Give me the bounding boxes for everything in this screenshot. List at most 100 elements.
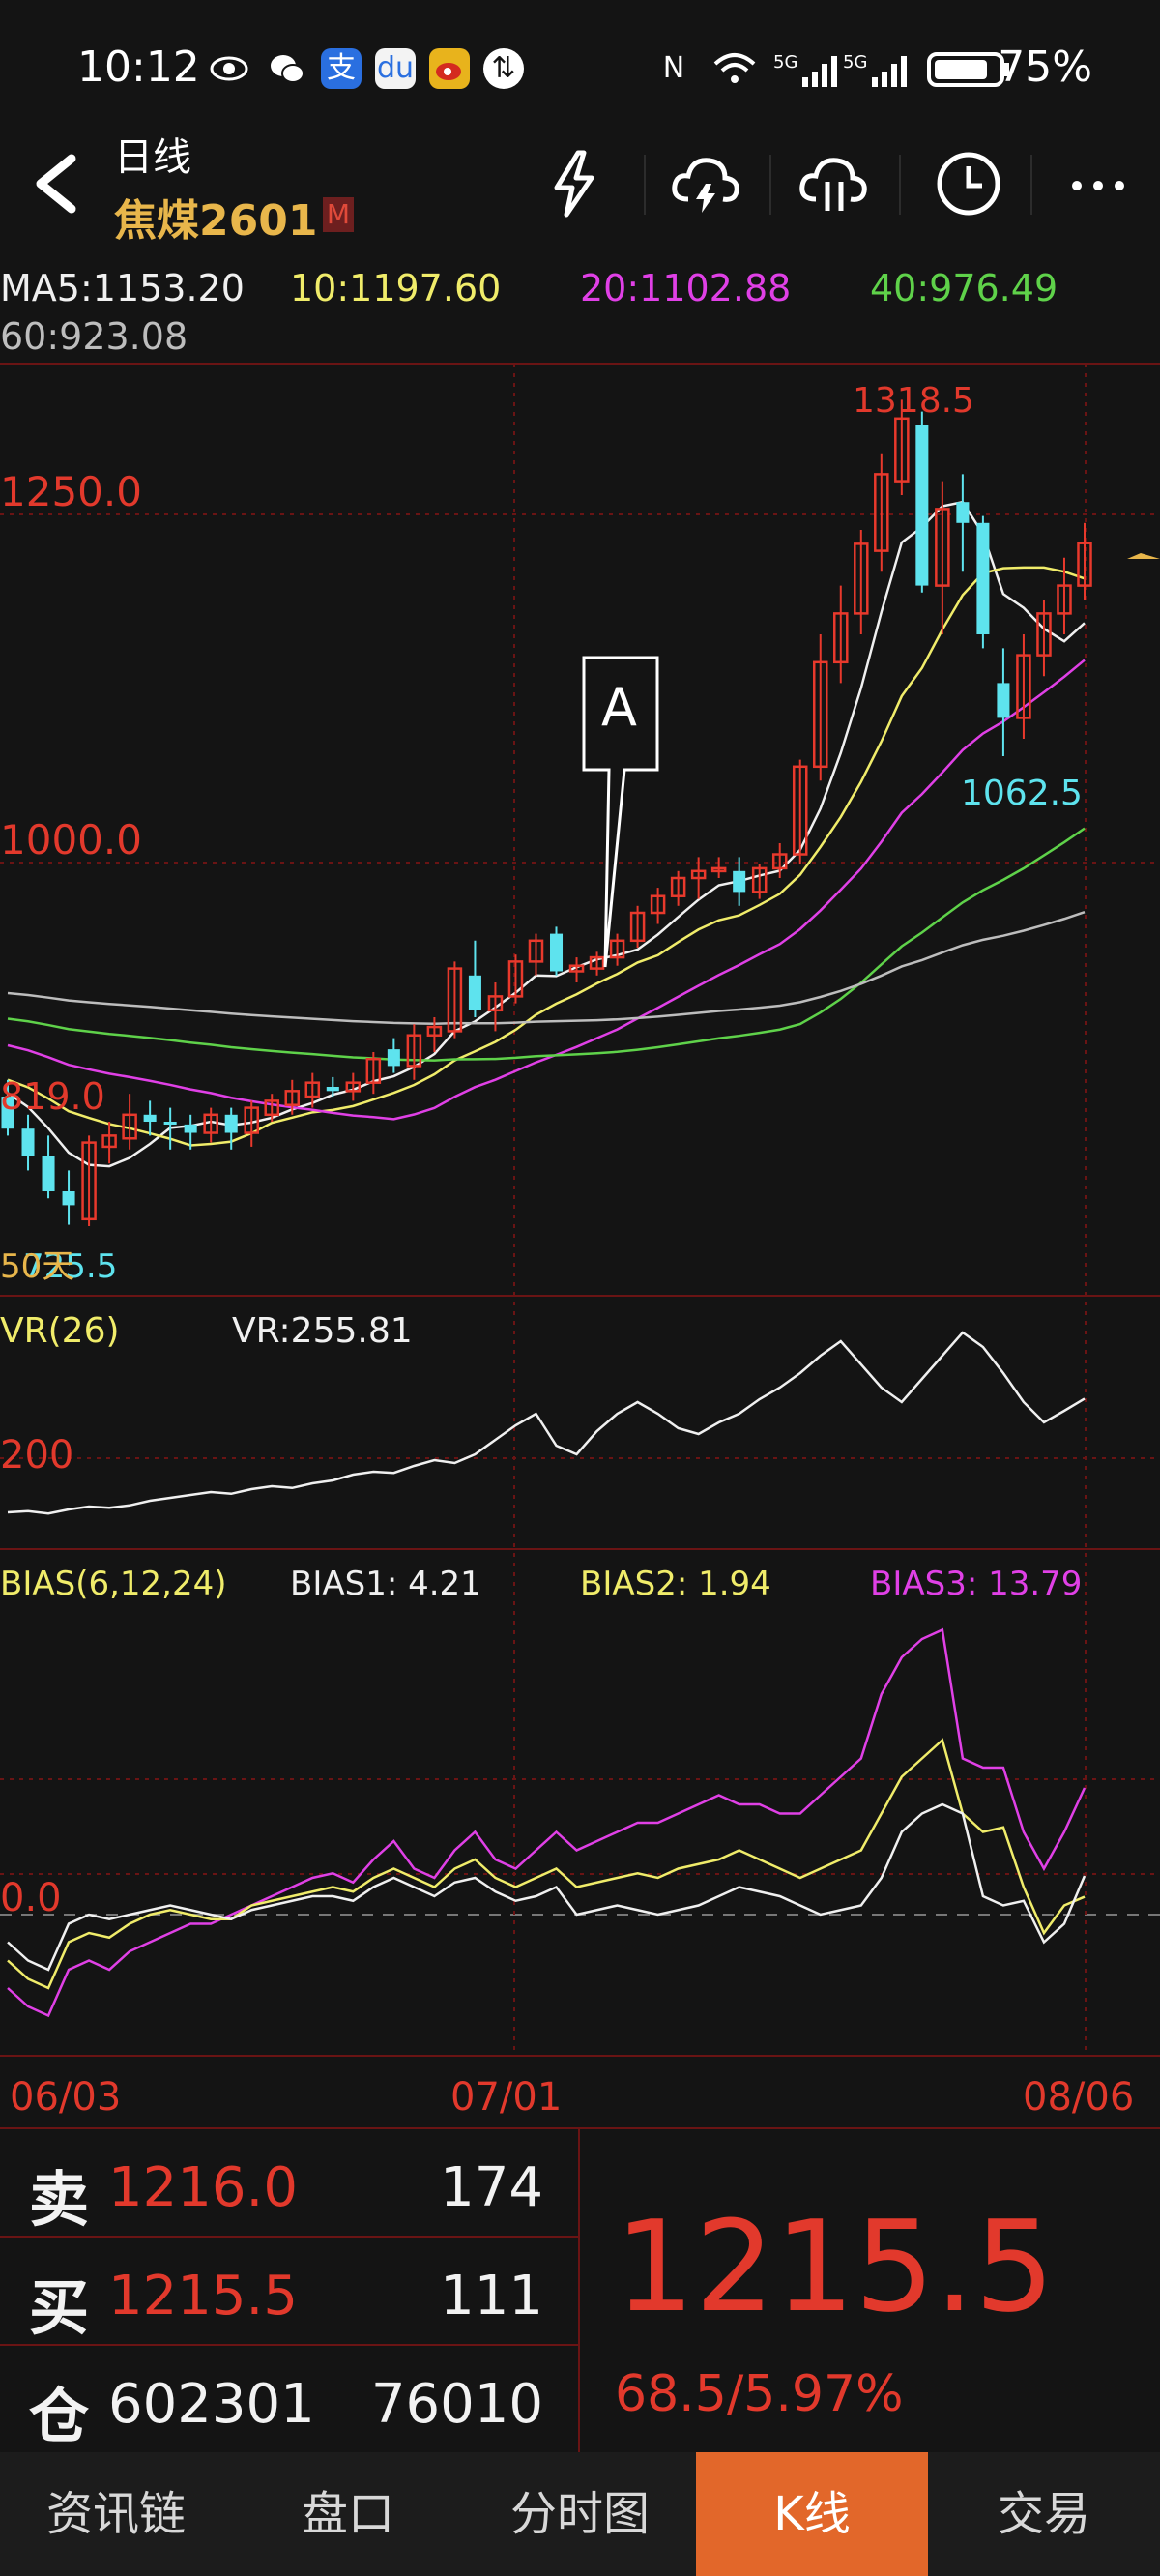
- candle-up: [935, 508, 950, 587]
- ma60-value: 60:923.08: [0, 315, 188, 358]
- bias3-line: [7, 1627, 1087, 2018]
- candle-up: [690, 869, 707, 880]
- oi-label: 仓: [29, 2381, 90, 2451]
- candle-up: [589, 955, 605, 970]
- bias2-line: [7, 1738, 1086, 1990]
- candle-down: [733, 870, 746, 893]
- candle-down: [62, 1191, 75, 1206]
- tab-news[interactable]: 资讯链: [45, 2487, 186, 2541]
- header-separator: [899, 155, 901, 215]
- candle-up: [487, 995, 504, 1012]
- back-button[interactable]: [21, 145, 99, 222]
- eye-icon: [209, 48, 249, 89]
- bias3-value: BIAS3: 13.79: [870, 1565, 1083, 1603]
- flash-button[interactable]: [536, 145, 613, 222]
- cloud-up-button[interactable]: [667, 145, 744, 222]
- candle-down: [143, 1114, 157, 1122]
- chart-labels: [582, 553, 1160, 968]
- bias-indicator: [7, 1627, 1087, 2018]
- weibo-icon: [429, 48, 470, 89]
- cloud-up-icon: [672, 158, 740, 213]
- high-annotation: 1318.5: [853, 381, 974, 421]
- ma40-line: [7, 827, 1086, 1062]
- tab-timeshare[interactable]: 分时图: [509, 2487, 650, 2541]
- candle-down: [915, 425, 929, 586]
- candle-up: [710, 866, 727, 873]
- candle-down: [21, 1128, 35, 1156]
- period-title: 日线: [114, 135, 191, 180]
- candle-up: [244, 1106, 259, 1134]
- bias-axis-label: 0.0: [0, 1876, 62, 1920]
- candle-down: [184, 1124, 197, 1133]
- candle-down: [976, 522, 990, 634]
- nfc-icon: N: [662, 51, 685, 85]
- ma5-value: MA5:1153.20: [0, 267, 245, 309]
- candle-up: [650, 894, 666, 915]
- tab-kline[interactable]: K线: [696, 2452, 928, 2576]
- candle-up: [406, 1034, 422, 1068]
- candle-up: [1057, 584, 1072, 615]
- buy-volume: 111: [440, 2265, 543, 2327]
- ma60-line: [7, 911, 1086, 1026]
- more-button[interactable]: [1059, 145, 1137, 222]
- vr-value: VR:255.81: [232, 1311, 413, 1351]
- tab-trade[interactable]: 交易: [997, 2487, 1090, 2541]
- price-label-1250: 1250.0: [0, 468, 142, 515]
- last-price: 1215.5: [615, 2193, 1055, 2340]
- header-separator: [769, 155, 771, 215]
- candle-up: [447, 967, 463, 1033]
- candle-up: [426, 1025, 443, 1037]
- status-time: 10:12: [77, 43, 200, 92]
- sell-row[interactable]: 卖 1216.0 174: [0, 2129, 580, 2238]
- contract-name: 焦煤2601: [114, 196, 318, 246]
- oi-change: 76010: [370, 2373, 543, 2436]
- signal-5g-icon-1: 5G: [773, 48, 851, 89]
- sell-label: 卖: [29, 2164, 90, 2235]
- x-label-mid: 07/01: [450, 2075, 563, 2120]
- flash-icon: [554, 150, 594, 218]
- svg-text:5G: 5G: [773, 52, 798, 73]
- candles: [1, 399, 1092, 1226]
- candle-up: [854, 542, 869, 615]
- candle-down: [956, 502, 970, 523]
- history-button[interactable]: [930, 145, 1007, 222]
- ma20-value: 20:1102.88: [580, 267, 792, 309]
- candle-up: [1036, 612, 1052, 657]
- vr-indicator: [7, 1331, 1086, 1515]
- ma5-line: [7, 500, 1086, 1168]
- candle-up: [751, 866, 768, 893]
- alipay-icon: 支: [321, 48, 362, 89]
- candle-up: [508, 960, 524, 998]
- cloud-sync-button[interactable]: [795, 145, 872, 222]
- vr-line: [7, 1331, 1086, 1515]
- buy-row[interactable]: 买 1215.5 111: [0, 2238, 580, 2346]
- cloud-down-icon: [799, 158, 867, 211]
- candle-up: [264, 1099, 280, 1117]
- price-pointer-icon: [1127, 553, 1160, 559]
- tab-depth[interactable]: 盘口: [301, 2487, 394, 2541]
- header-separator: [644, 155, 646, 215]
- candle-down: [387, 1049, 400, 1067]
- chart-grid: [0, 363, 1160, 2057]
- candle-up: [670, 876, 686, 897]
- price-label-1000: 1000.0: [0, 816, 142, 864]
- candle-up: [365, 1057, 382, 1084]
- bottom-tabs: 资讯链 盘口 分时图 K线 交易: [0, 2452, 1160, 2576]
- candle-up: [1016, 654, 1031, 719]
- vr-title: VR(26): [0, 1311, 120, 1351]
- signal-5g-icon-2: 5G: [843, 48, 920, 89]
- moving-average-lines: [7, 500, 1086, 1168]
- candle-down: [468, 975, 481, 1010]
- bias-title: BIAS(6,12,24): [0, 1565, 227, 1603]
- contract-tag: M: [323, 197, 354, 232]
- app-icon: ⇅: [483, 48, 524, 89]
- candle-up: [102, 1134, 117, 1149]
- candle-up: [528, 939, 544, 963]
- sell-volume: 174: [440, 2156, 543, 2219]
- candle-up: [1077, 542, 1092, 587]
- ma40-value: 40:976.49: [870, 267, 1058, 309]
- candle-up: [629, 911, 646, 943]
- price-label-819: 819.0: [0, 1075, 105, 1118]
- header-separator: [1030, 155, 1032, 215]
- x-label-end: 08/06: [1023, 2075, 1135, 2120]
